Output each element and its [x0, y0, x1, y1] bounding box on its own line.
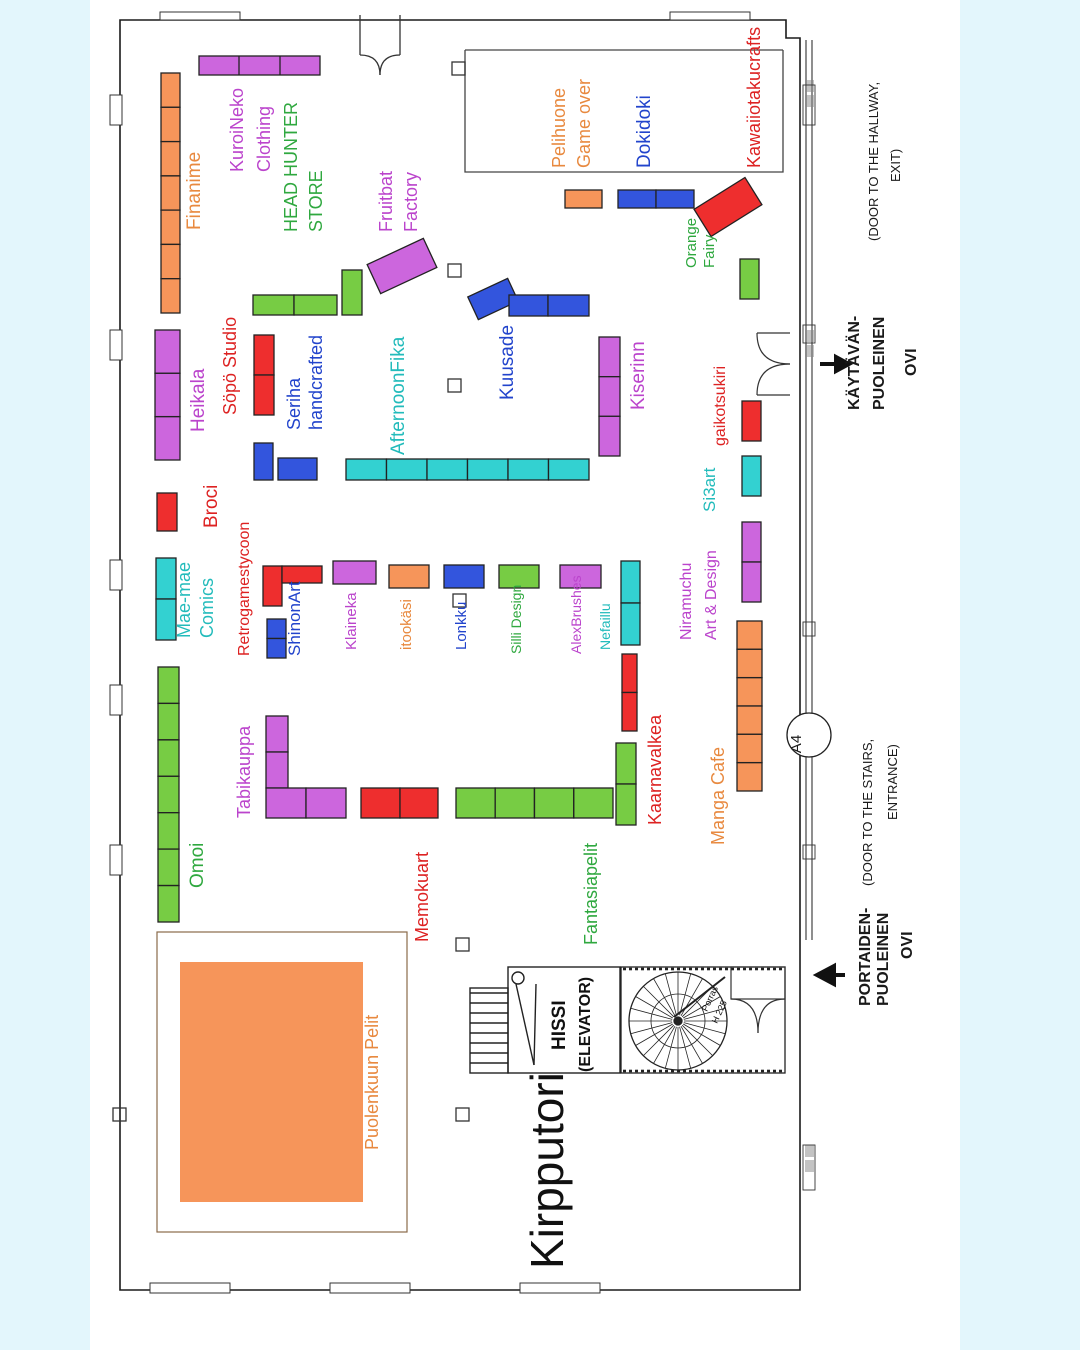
- svg-text:(ELEVATOR): (ELEVATOR): [577, 977, 594, 1072]
- svg-text:Seriha: Seriha: [284, 377, 304, 430]
- svg-text:Kaarnavalkea: Kaarnavalkea: [645, 714, 665, 825]
- svg-text:OVI: OVI: [899, 931, 916, 959]
- svg-text:Game over: Game over: [574, 79, 594, 168]
- svg-text:Retrogamestycoon: Retrogamestycoon: [236, 522, 253, 656]
- svg-text:Factory: Factory: [401, 172, 421, 232]
- svg-text:gaikotsukiri: gaikotsukiri: [712, 366, 729, 446]
- svg-text:Broci: Broci: [201, 485, 222, 528]
- svg-text:Finanime: Finanime: [184, 152, 205, 230]
- svg-text:PUOLEINEN: PUOLEINEN: [875, 913, 892, 1006]
- svg-text:HEAD HUNTER: HEAD HUNTER: [281, 102, 301, 232]
- svg-text:Puolenkuun Pelit: Puolenkuun Pelit: [362, 1015, 382, 1150]
- svg-text:Silli Design: Silli Design: [508, 585, 524, 654]
- svg-text:EXIT): EXIT): [888, 149, 903, 182]
- svg-text:Söpö Studio: Söpö Studio: [220, 317, 240, 415]
- svg-text:Kirpputori: Kirpputori: [521, 1072, 573, 1269]
- svg-text:HISSI: HISSI: [549, 1000, 570, 1050]
- svg-text:A4: A4: [788, 735, 805, 753]
- svg-text:Kuusade: Kuusade: [497, 325, 518, 400]
- svg-text:Heikala: Heikala: [188, 368, 209, 432]
- svg-text:ShinonArt: ShinonArt: [285, 581, 304, 656]
- svg-text:Manga Cafe: Manga Cafe: [708, 747, 728, 845]
- svg-text:PUOLEINEN: PUOLEINEN: [871, 317, 888, 410]
- svg-text:Memokuart: Memokuart: [412, 852, 432, 942]
- svg-text:Clothing: Clothing: [254, 106, 274, 172]
- svg-text:KÄYTÄVÄN-: KÄYTÄVÄN-: [845, 316, 863, 410]
- svg-text:OVI: OVI: [903, 348, 920, 376]
- svg-text:PORTAIDEN-: PORTAIDEN-: [857, 908, 874, 1006]
- svg-text:Kiserinn: Kiserinn: [628, 341, 649, 410]
- svg-text:Nefaillu: Nefaillu: [597, 603, 613, 650]
- svg-text:Mae-mae: Mae-mae: [174, 562, 194, 638]
- svg-text:Orange: Orange: [683, 218, 700, 268]
- svg-text:Klaineka: Klaineka: [343, 592, 360, 650]
- svg-text:Fruitbat: Fruitbat: [376, 171, 396, 232]
- svg-text:Art & Design: Art & Design: [703, 550, 720, 640]
- svg-text:Omoi: Omoi: [187, 843, 208, 888]
- svg-text:KuroiNeko: KuroiNeko: [227, 88, 247, 172]
- svg-text:Tabikauppa: Tabikauppa: [234, 725, 254, 818]
- svg-text:handcrafted: handcrafted: [306, 335, 326, 430]
- svg-text:Lonkku: Lonkku: [453, 602, 470, 650]
- svg-text:(DOOR TO THE STAIRS,: (DOOR TO THE STAIRS,: [860, 739, 875, 886]
- svg-text:Pelihuone: Pelihuone: [549, 88, 569, 168]
- svg-text:Comics: Comics: [197, 578, 217, 638]
- svg-text:AlexBrushes: AlexBrushes: [568, 575, 584, 654]
- svg-text:ENTRANCE): ENTRANCE): [885, 744, 900, 820]
- svg-text:Niramuchu: Niramuchu: [678, 563, 695, 640]
- svg-text:STORE: STORE: [306, 170, 326, 232]
- svg-text:Dokidoki: Dokidoki: [634, 95, 655, 168]
- svg-text:Kawaiiotakucrafts: Kawaiiotakucrafts: [744, 27, 764, 168]
- svg-text:Fairy: Fairy: [701, 234, 718, 268]
- svg-text:(DOOR TO THE HALLWAY,: (DOOR TO THE HALLWAY,: [866, 82, 881, 241]
- svg-text:Fantasiapelit: Fantasiapelit: [581, 843, 601, 945]
- svg-text:AfternoonFika: AfternoonFika: [388, 336, 409, 455]
- svg-text:Si3art: Si3art: [700, 467, 719, 512]
- svg-text:itookäsi: itookäsi: [398, 599, 415, 650]
